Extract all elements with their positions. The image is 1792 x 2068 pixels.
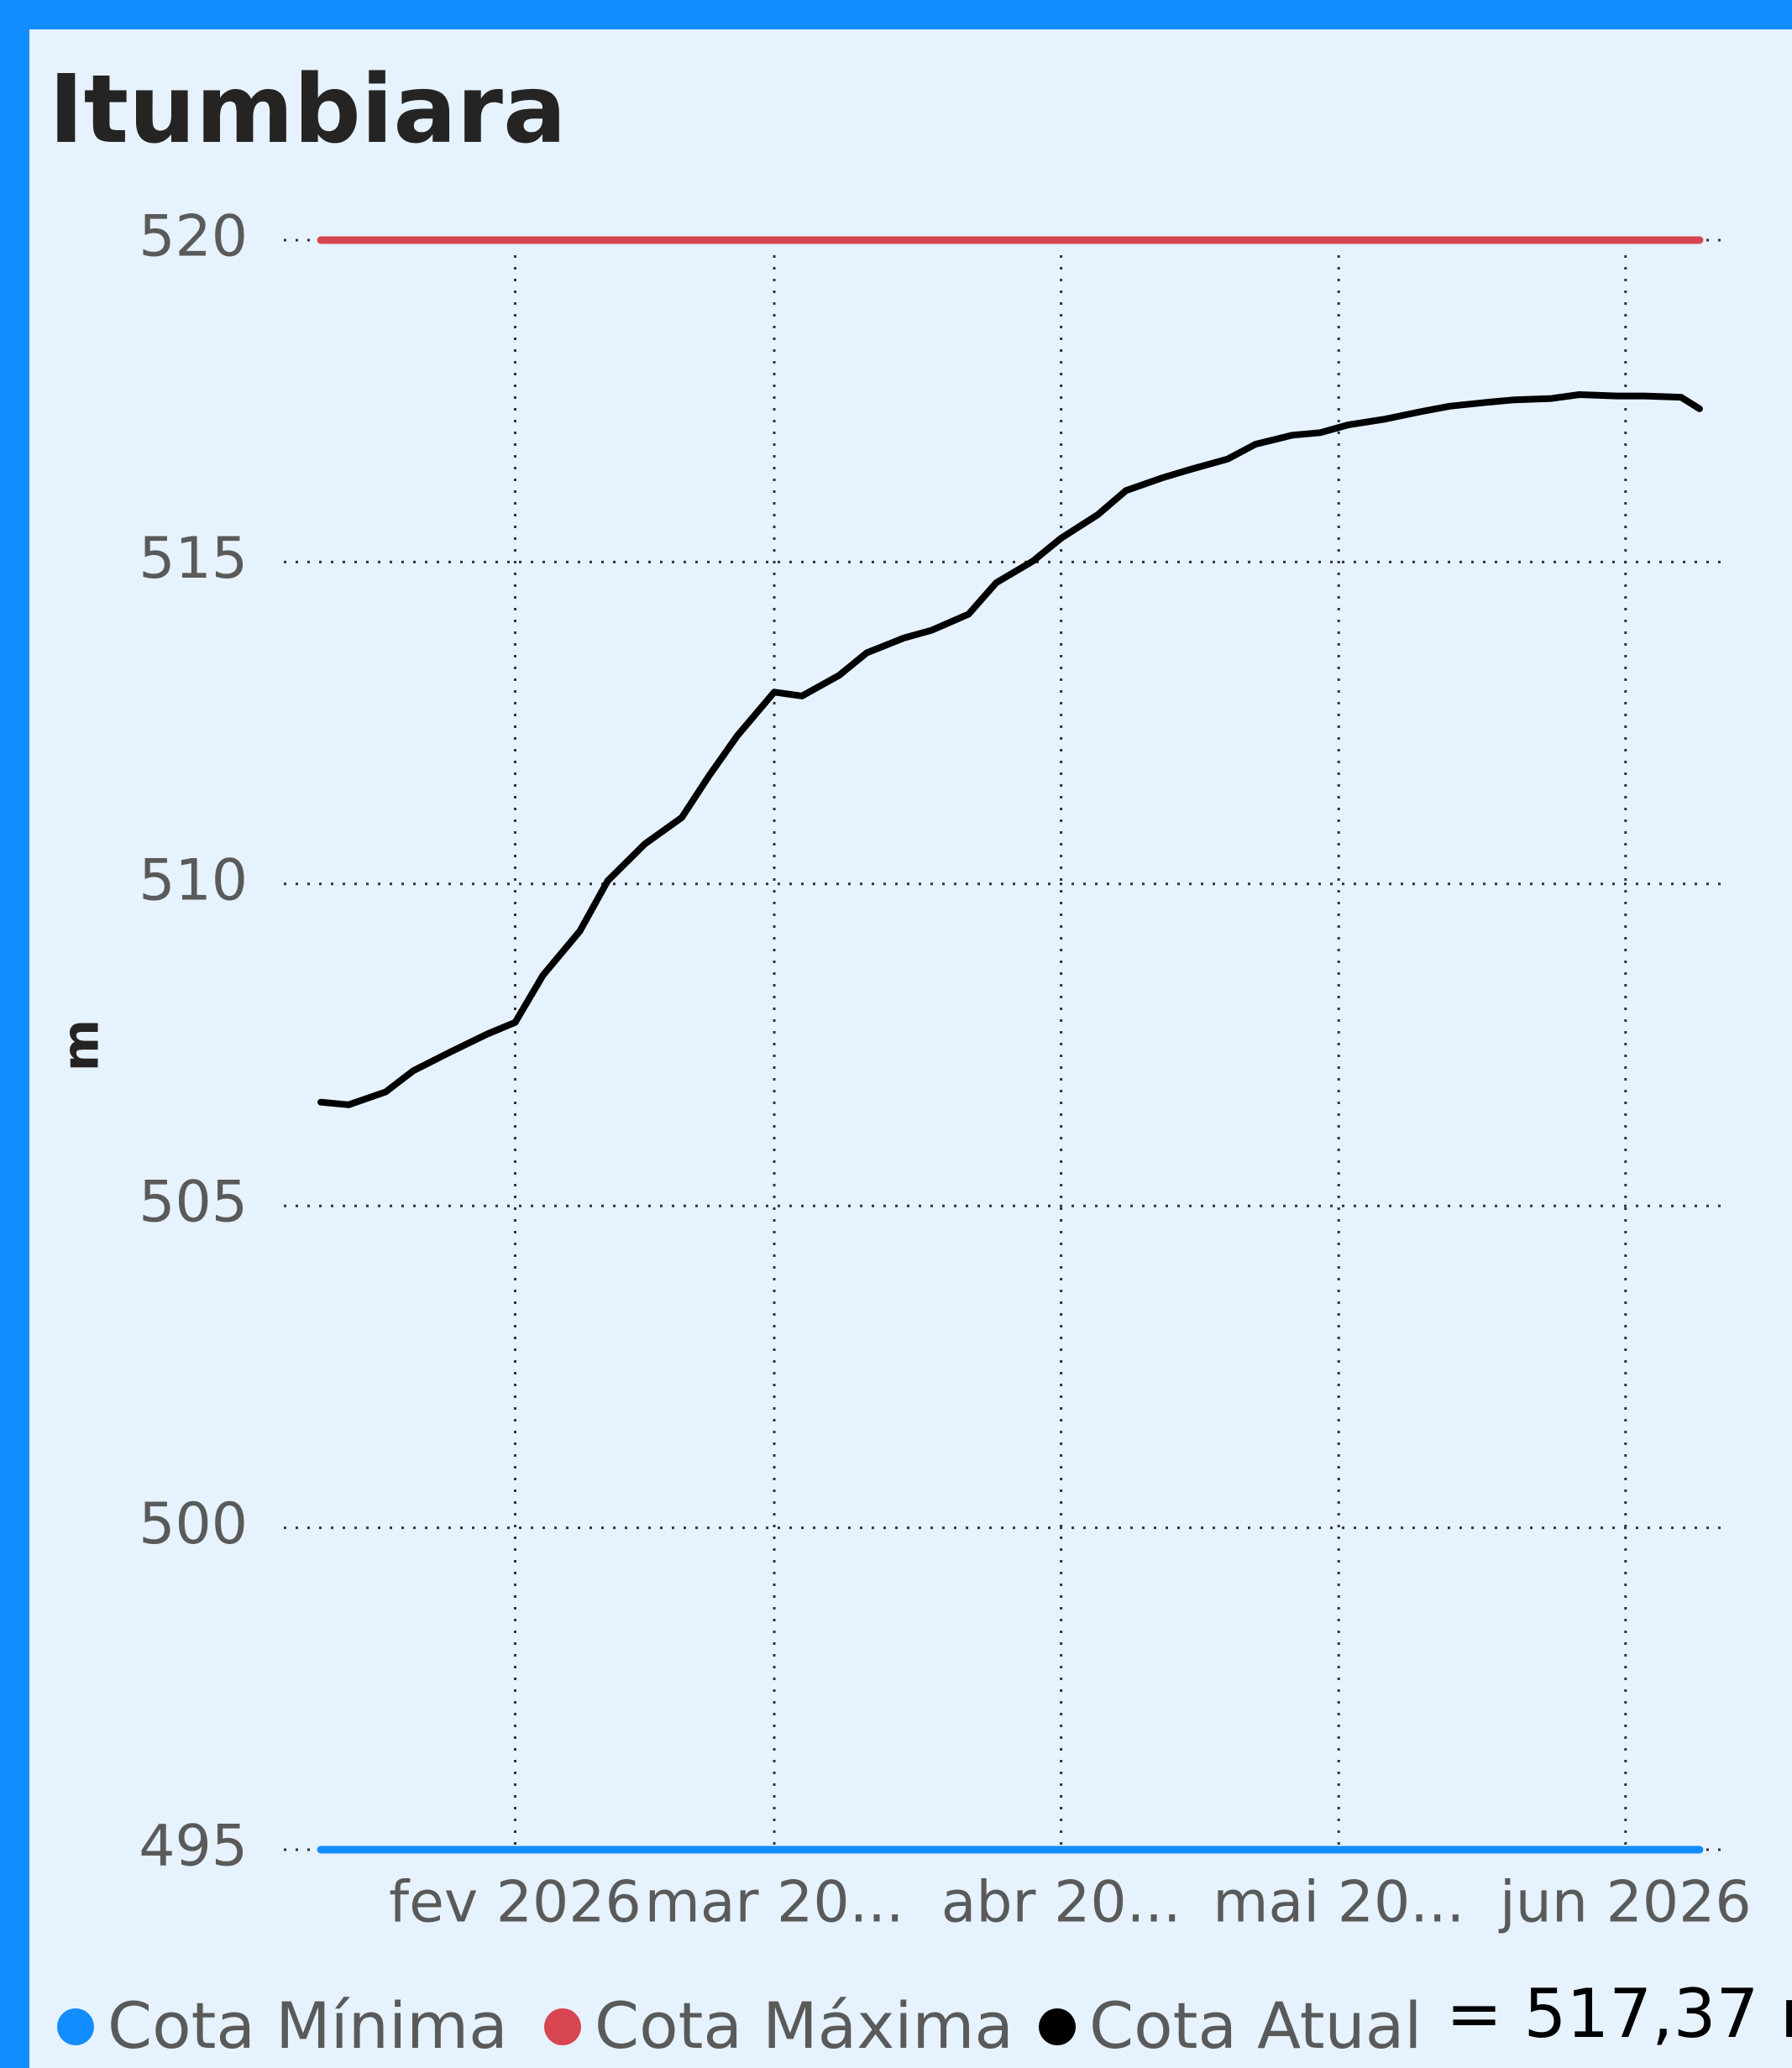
y-tick-label: 515 bbox=[139, 526, 248, 592]
chart-title: Itumbiara bbox=[49, 55, 567, 165]
y-axis-label: m bbox=[52, 1019, 111, 1072]
series-line bbox=[317, 391, 1703, 1108]
legend-label: Cota Mínima bbox=[107, 1988, 508, 2063]
legend-marker bbox=[544, 2008, 581, 2045]
annotation: = 517,37 m bbox=[1446, 1975, 1792, 2053]
x-tick-label: abr 20... bbox=[941, 1870, 1182, 1936]
x-tick-label: fev 2026 bbox=[389, 1870, 642, 1936]
card-background bbox=[29, 29, 1792, 2068]
y-tick-label: 505 bbox=[139, 1170, 248, 1236]
legend-label: Cota Atual bbox=[1089, 1988, 1422, 2063]
legend-label: Cota Máxima bbox=[595, 1988, 1014, 2063]
y-tick-label: 495 bbox=[139, 1814, 248, 1880]
y-tick-label: 520 bbox=[139, 204, 248, 270]
y-tick-label: 510 bbox=[139, 847, 248, 914]
legend-marker bbox=[1039, 2008, 1076, 2045]
legend-marker bbox=[57, 2008, 94, 2045]
x-tick-label: mar 20... bbox=[645, 1870, 904, 1936]
x-tick-label: jun 2026 bbox=[1498, 1870, 1752, 1936]
y-tick-label: 500 bbox=[139, 1491, 248, 1558]
x-tick-label: mai 20... bbox=[1213, 1870, 1465, 1936]
